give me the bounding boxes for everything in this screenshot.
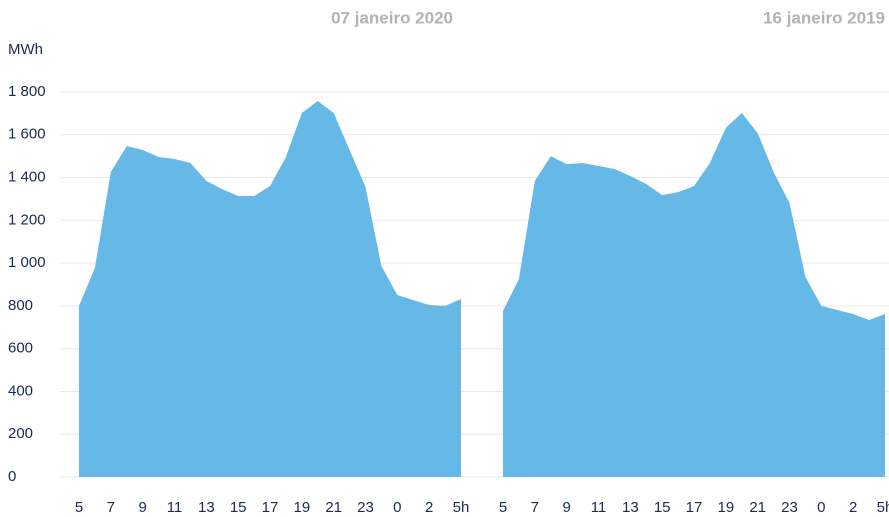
panel-title: 16 janeiro 2019 [763,8,885,27]
y-tick-label: 1 400 [8,169,46,186]
x-tick-label: 11 [591,499,607,516]
x-tick-label: 5 [75,499,83,516]
x-tick-label: 0 [393,499,401,516]
x-tick-label: 21 [749,499,766,516]
area [503,112,885,477]
x-tick-label: 2 [425,499,433,516]
y-tick-label: 400 [8,382,33,399]
x-tick-label: 17 [262,499,279,516]
area [79,100,461,477]
x-tick-label: 23 [781,499,798,516]
x-tick-label: 17 [686,499,703,516]
x-tick-label: 0 [817,499,825,516]
x-tick-label: 11 [167,499,183,516]
y-axis-label: MWh [8,41,43,58]
y-tick-label: 600 [8,340,33,357]
x-tick-label: 7 [107,499,115,516]
y-tick-label: 200 [8,425,33,442]
x-tick-label: 5 [499,499,507,516]
x-tick-label: 9 [138,499,146,516]
x-tick-label: 9 [562,499,570,516]
y-tick-label: 0 [8,468,16,485]
x-tick-label: 19 [717,499,734,516]
panel-title: 07 janeiro 2020 [331,8,453,27]
x-tick-label: 13 [622,499,639,516]
x-tick-label: 21 [325,499,342,516]
y-tick-label: 1 800 [8,83,46,100]
x-tick-label: 2 [849,499,857,516]
x-tick-label: 5h [453,499,470,516]
x-tick-label: 19 [293,499,310,516]
y-tick-label: 800 [8,297,33,314]
x-tick-label: 15 [654,499,671,516]
x-tick-label: 5h [877,499,889,516]
y-tick-label: 1 600 [8,126,46,143]
x-tick-label: 7 [531,499,539,516]
y-tick-label: 1 200 [8,211,46,228]
x-tick-label: 23 [357,499,374,516]
x-tick-label: 15 [230,499,247,516]
x-tick-label: 13 [198,499,215,516]
y-tick-label: 1 000 [8,254,46,271]
